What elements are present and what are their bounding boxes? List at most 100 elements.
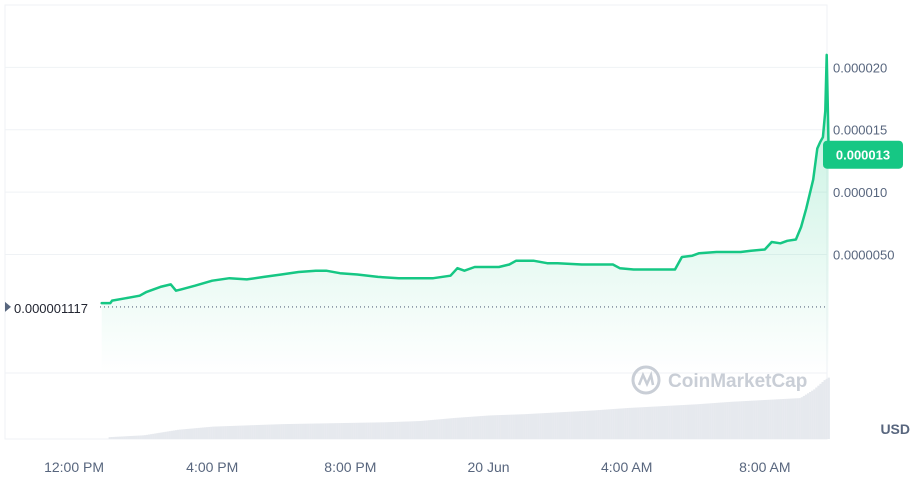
volume-bar — [199, 427, 202, 439]
volume-bar — [541, 413, 544, 439]
volume-bar — [690, 404, 694, 439]
volume-bar — [574, 411, 578, 439]
volume-bar — [195, 428, 198, 439]
volume-bar — [315, 423, 319, 439]
volume-bar — [744, 401, 747, 439]
volume-bar — [413, 421, 416, 439]
volume-bar — [813, 389, 816, 439]
volume-bar — [543, 413, 546, 439]
volume-bar — [746, 400, 750, 439]
volume-bar — [823, 380, 826, 439]
volume-bar — [367, 422, 370, 439]
volume-bar — [116, 436, 120, 439]
volume-bar — [311, 423, 314, 439]
volume-bar — [666, 405, 669, 439]
volume-bar — [386, 422, 389, 439]
volume-bar — [595, 410, 598, 439]
volume-bar — [431, 419, 435, 439]
volume-bar — [585, 410, 588, 439]
volume-bar — [384, 422, 387, 439]
x-tick-label: 4:00 AM — [601, 459, 652, 475]
volume-bar — [261, 424, 265, 439]
y-axis-ticks: 0.0000050 0.000010 0.000015 0.000020 — [833, 60, 894, 262]
volume-bar — [703, 403, 706, 439]
volume-bar — [601, 409, 605, 439]
volume-bar — [583, 410, 586, 439]
volume-bar — [798, 398, 801, 439]
volume-bar — [230, 425, 234, 439]
volume-bar — [208, 426, 211, 439]
volume-bar — [796, 398, 799, 439]
volume-bar — [150, 434, 153, 439]
volume-bar — [429, 420, 433, 439]
volume-bar — [112, 436, 115, 439]
volume-bar — [815, 387, 818, 439]
volume-bar — [270, 424, 273, 439]
volume-bar — [663, 405, 667, 439]
volume-bar — [266, 424, 269, 439]
volume-bar — [661, 406, 665, 439]
reference-price-label: 0.000001117 — [14, 301, 88, 316]
volume-bar — [552, 412, 555, 439]
volume-bar — [467, 416, 470, 439]
volume-bar — [730, 401, 733, 439]
volume-bar — [156, 433, 159, 439]
volume-bar — [614, 408, 617, 439]
volume-bar — [653, 406, 656, 439]
current-price-badge-bg — [823, 140, 903, 169]
volume-bar — [817, 385, 820, 439]
volume-bar — [462, 417, 466, 439]
volume-bar — [382, 422, 385, 439]
volume-bar — [450, 418, 453, 439]
volume-bar — [131, 435, 134, 439]
volume-bar — [293, 423, 296, 439]
volume-bar — [407, 421, 410, 439]
volume-bar — [469, 416, 472, 439]
volume-bar — [670, 405, 673, 439]
volume-bar — [460, 417, 464, 439]
volume-bar — [145, 434, 149, 439]
volume-bar — [608, 409, 611, 439]
volume-bar — [332, 423, 335, 439]
volume-bar — [620, 408, 623, 439]
volume-bar — [224, 426, 227, 439]
volume-bar — [378, 422, 381, 439]
price-line[interactable] — [100, 53, 830, 305]
currency-label[interactable]: USD — [880, 421, 910, 437]
volume-bar — [299, 423, 302, 439]
volume-bar — [819, 383, 822, 439]
volume-bar — [481, 415, 484, 439]
volume-bar — [301, 423, 304, 439]
volume-bar — [821, 381, 824, 439]
volume-bar — [390, 422, 393, 439]
volume-bar — [425, 420, 428, 439]
volume-bar — [143, 435, 147, 439]
volume-bar — [438, 419, 441, 439]
volume-bar — [147, 434, 151, 439]
volume-bar — [628, 407, 631, 439]
volume-bar — [641, 407, 644, 439]
volume-bar — [589, 410, 592, 439]
volume-bar — [272, 424, 275, 439]
volume-bar — [346, 422, 350, 439]
volume-bar — [724, 402, 727, 439]
volume-bar — [375, 422, 379, 439]
volume-bar — [740, 401, 743, 439]
volume-bar — [697, 404, 700, 439]
volume-bar — [361, 422, 364, 439]
volume-bar — [705, 403, 708, 439]
volume-bar — [775, 399, 779, 439]
volume-bar — [510, 414, 513, 439]
volume-bar — [400, 421, 404, 439]
volume-bar — [137, 435, 140, 439]
volume-bar — [404, 421, 408, 439]
volume-bar — [396, 421, 399, 439]
volume-bar — [135, 435, 138, 439]
volume-bar — [753, 400, 756, 439]
volume-bar — [562, 412, 565, 439]
volume-bar — [442, 418, 445, 439]
volume-bar — [742, 401, 745, 439]
volume-bar — [692, 404, 696, 439]
volume-bar — [647, 406, 650, 439]
